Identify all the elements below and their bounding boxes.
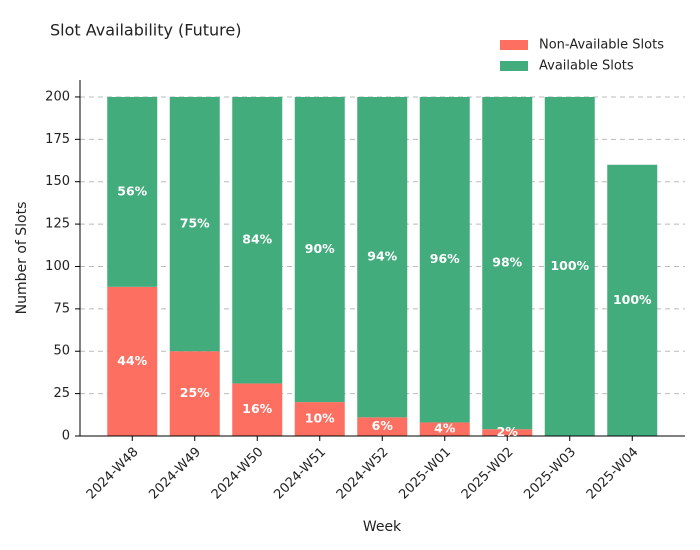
x-tick-label: 2025-W01 — [396, 445, 454, 503]
bar-segment — [294, 96, 345, 403]
percent-label: 84% — [242, 232, 272, 247]
percent-label: 4% — [434, 421, 456, 436]
percent-label: 100% — [550, 258, 589, 273]
legend-label: Non-Available Slots — [539, 38, 664, 53]
legend-swatch — [500, 61, 528, 71]
percent-label: 98% — [492, 255, 522, 270]
chart-title: Slot Availability (Future) — [50, 21, 241, 40]
y-tick-label: 0 — [62, 429, 70, 444]
y-axis-label: Number of Slots — [14, 202, 30, 315]
x-tick-label: 2025-W02 — [459, 445, 517, 503]
percent-label: 94% — [367, 249, 397, 264]
y-tick-label: 200 — [45, 89, 70, 104]
y-tick-label: 100 — [45, 259, 70, 274]
x-tick-label: 2024-W48 — [84, 445, 142, 503]
x-axis-label: Week — [363, 519, 402, 535]
x-tick-label: 2025-W03 — [521, 445, 579, 503]
y-tick-label: 75 — [53, 301, 70, 316]
percent-label: 2% — [497, 424, 519, 439]
x-tick-label: 2024-W51 — [271, 445, 329, 503]
x-tick-label: 2025-W04 — [584, 445, 642, 503]
percent-label: 6% — [372, 418, 394, 433]
y-tick-label: 125 — [45, 217, 70, 232]
bar-segment — [294, 402, 345, 436]
bar-segment — [107, 96, 158, 287]
y-tick-label: 25 — [53, 386, 70, 401]
bar-segment — [357, 96, 408, 418]
bar-segment — [169, 351, 220, 436]
bar-segment — [607, 164, 658, 436]
percent-label: 56% — [117, 183, 147, 198]
bars — [107, 96, 658, 436]
percent-label: 75% — [180, 216, 210, 231]
bar-segment — [169, 96, 220, 352]
bar-segment — [357, 417, 408, 436]
percent-label: 100% — [613, 292, 652, 307]
x-tick-label: 2024-W50 — [209, 445, 267, 503]
bar-segment — [232, 383, 283, 436]
percent-label: 25% — [180, 385, 210, 400]
bar-segment — [107, 286, 158, 436]
legend-label: Available Slots — [539, 59, 634, 74]
y-tick-label: 50 — [53, 344, 70, 359]
percent-label: 16% — [242, 401, 272, 416]
bar-segment — [544, 96, 595, 436]
legend-swatch — [500, 40, 528, 50]
y-tick-label: 150 — [45, 174, 70, 189]
percent-label: 10% — [305, 411, 335, 426]
percent-label: 90% — [305, 241, 335, 256]
bar-segment — [419, 96, 470, 423]
percent-label: 96% — [430, 251, 460, 266]
y-tick-label: 175 — [45, 132, 70, 147]
bar-segment — [482, 429, 533, 436]
percent-label: 44% — [117, 353, 147, 368]
bar-segment — [482, 96, 533, 430]
bar-segment — [232, 96, 283, 384]
bar-segment — [419, 422, 470, 436]
x-tick-label: 2024-W52 — [334, 445, 392, 503]
x-tick-label: 2024-W49 — [146, 445, 204, 503]
